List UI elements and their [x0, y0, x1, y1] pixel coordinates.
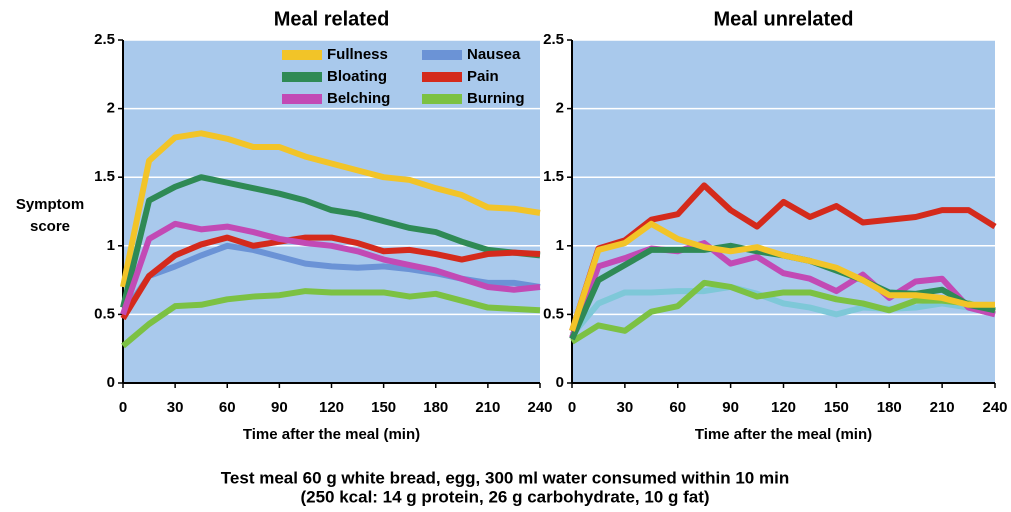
legend-label: Pain — [467, 68, 499, 85]
x-tick-label: 150 — [824, 399, 849, 416]
legend-label: Fullness — [327, 46, 388, 63]
legend-label: Burning — [467, 90, 525, 107]
y-tick-label: 0.5 — [94, 305, 115, 322]
x-tick-label: 60 — [219, 399, 236, 416]
x-tick-label: 150 — [371, 399, 396, 416]
series-line — [120, 220, 541, 316]
series-line — [121, 288, 541, 349]
x-tick-label: 180 — [423, 399, 448, 416]
caption: (250 kcal: 14 g protein, 26 g carbohydra… — [300, 487, 709, 506]
plot-area — [572, 40, 995, 383]
x-axis-label: Time after the meal (min) — [243, 426, 420, 443]
x-tick-label: 90 — [722, 399, 739, 416]
y-tick-label: 0 — [556, 374, 564, 391]
legend-swatch — [422, 72, 462, 82]
x-tick-label: 0 — [119, 399, 127, 416]
x-tick-label: 210 — [930, 399, 955, 416]
legend-swatch — [422, 94, 462, 104]
series-line — [569, 220, 995, 332]
y-tick-label: 2.5 — [94, 31, 115, 48]
x-axis-label: Time after the meal (min) — [695, 426, 872, 443]
series-line — [569, 283, 996, 337]
y-axis-label: Symptom — [16, 196, 84, 213]
x-tick-label: 30 — [167, 399, 184, 416]
x-tick-label: 0 — [568, 399, 576, 416]
chart-title: Meal unrelated — [713, 8, 853, 30]
series-line — [570, 279, 996, 345]
x-tick-label: 240 — [982, 399, 1007, 416]
y-tick-label: 1 — [107, 237, 115, 254]
legend-label: Belching — [327, 90, 390, 107]
y-tick-label: 1.5 — [543, 168, 564, 185]
x-tick-label: 180 — [877, 399, 902, 416]
series-line — [120, 130, 541, 288]
y-tick-label: 0 — [107, 374, 115, 391]
legend-swatch — [282, 72, 322, 82]
chart-title: Meal related — [274, 8, 390, 30]
x-tick-label: 120 — [771, 399, 796, 416]
x-tick-label: 210 — [475, 399, 500, 416]
y-tick-label: 2.5 — [543, 31, 564, 48]
legend-label: Nausea — [467, 46, 521, 63]
y-axis-label: score — [30, 218, 70, 235]
x-tick-label: 30 — [617, 399, 634, 416]
legend-swatch — [422, 50, 462, 60]
x-tick-label: 90 — [271, 399, 288, 416]
y-tick-label: 2 — [107, 100, 115, 117]
legend-swatch — [282, 50, 322, 60]
legend-swatch — [282, 94, 322, 104]
x-tick-label: 240 — [527, 399, 552, 416]
x-tick-label: 120 — [319, 399, 344, 416]
y-tick-label: 0.5 — [543, 305, 564, 322]
legend-label: Bloating — [327, 68, 387, 85]
caption: Test meal 60 g white bread, egg, 300 ml … — [221, 468, 789, 487]
y-tick-label: 1.5 — [94, 168, 115, 185]
y-tick-label: 1 — [556, 237, 564, 254]
y-tick-label: 2 — [556, 100, 564, 117]
x-tick-label: 60 — [669, 399, 686, 416]
series-line — [120, 174, 541, 309]
series-line — [120, 234, 541, 321]
